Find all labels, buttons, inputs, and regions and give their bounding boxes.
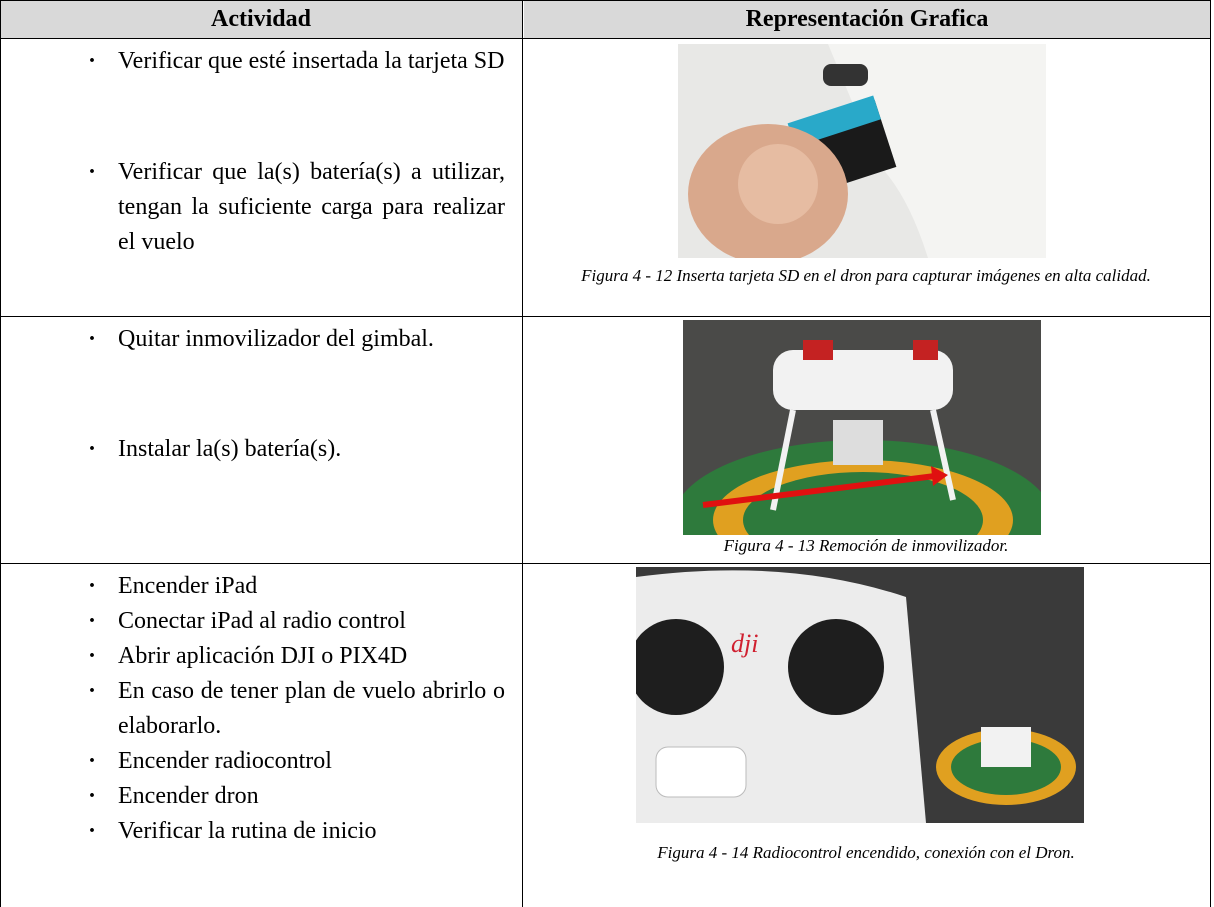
item: Verificar la rutina de inicio <box>88 814 505 849</box>
item: Encender dron <box>88 779 505 814</box>
item: Quitar inmovilizador del gimbal. <box>88 322 505 357</box>
rule <box>0 38 1211 39</box>
header: Actividad <box>0 0 522 38</box>
caption: Figura 4 - 12 Inserta tarjeta SD en el d… <box>581 266 1151 285</box>
photo-sd-card <box>678 44 1046 258</box>
rule <box>0 0 1211 1</box>
item: Encender radiocontrol <box>88 744 505 779</box>
item: Encender iPad <box>88 569 505 604</box>
rule <box>1210 0 1211 907</box>
rule <box>0 0 1 907</box>
item: Verificar que esté insertada la tarjeta … <box>88 44 505 79</box>
logo: dji <box>731 629 758 658</box>
photo-drone-gimbal <box>683 320 1041 535</box>
item: En caso de tener plan de vuelo abrirlo o… <box>88 674 505 744</box>
rule <box>0 316 1211 317</box>
rule <box>522 0 523 907</box>
item: Conectar iPad al radio control <box>88 604 505 639</box>
item: Instalar la(s) batería(s). <box>88 432 505 467</box>
caption: Figura 4 - 13 Remoción de inmovilizador. <box>723 536 1009 555</box>
header: Representación Grafica <box>524 0 1210 38</box>
item: Abrir aplicación DJI o PIX4D <box>88 639 505 674</box>
photo-radio-control: dji <box>636 567 1084 823</box>
item: Verificar que la(s) batería(s) a utiliza… <box>88 155 505 260</box>
rule <box>0 563 1211 564</box>
caption: Figura 4 - 14 Radiocontrol encendido, co… <box>657 843 1075 862</box>
